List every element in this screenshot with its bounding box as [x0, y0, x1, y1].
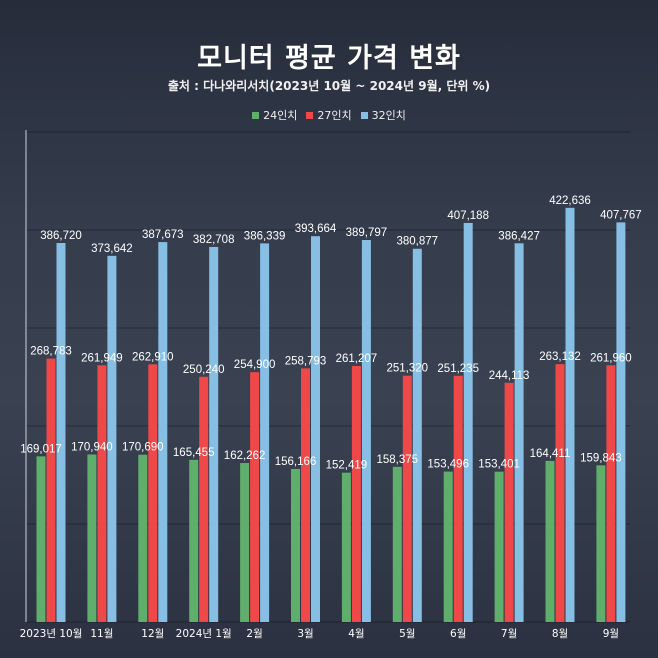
bar-24인치-10[interactable] [545, 460, 555, 622]
x-tick-label: 8월 [552, 628, 568, 640]
data-label: 158,375 [377, 454, 419, 466]
bar-27인치-5[interactable] [301, 368, 310, 622]
bar-24인치-0[interactable] [36, 456, 46, 622]
bar-24인치-1[interactable] [87, 454, 97, 622]
data-label: 165,455 [173, 447, 215, 459]
legend-swatch-24 [252, 111, 260, 119]
data-label: 422,636 [549, 195, 591, 207]
data-label: 386,339 [244, 230, 286, 242]
bar-27인치-4[interactable] [250, 372, 260, 622]
data-label: 156,166 [275, 456, 317, 468]
data-label: 387,673 [142, 229, 184, 241]
data-label: 268,783 [30, 346, 72, 358]
x-tick-label: 3월 [297, 628, 313, 640]
bar-27인치-6[interactable] [351, 366, 361, 622]
data-label: 373,642 [91, 243, 133, 255]
data-label: 251,235 [437, 363, 479, 375]
data-label: 170,690 [122, 442, 164, 454]
bar-24인치-4[interactable] [240, 462, 250, 622]
data-label: 250,240 [183, 364, 225, 376]
data-label: 258,793 [285, 355, 327, 367]
data-label: 169,017 [20, 443, 62, 455]
data-label: 407,188 [447, 210, 489, 222]
bar-32인치-2[interactable] [158, 242, 168, 623]
bar-32인치-4[interactable] [260, 243, 270, 622]
data-label: 159,843 [580, 452, 622, 464]
data-label: 244,113 [489, 370, 530, 382]
x-tick-label: 4월 [348, 628, 364, 640]
bar-32인치-0[interactable] [56, 243, 66, 622]
x-tick-label: 2024년 1월 [176, 628, 232, 640]
legend-item-32[interactable]: 32인치 [360, 107, 406, 123]
data-label: 263,132 [539, 351, 581, 363]
data-label: 389,797 [346, 227, 388, 239]
bar-24인치-3[interactable] [189, 459, 199, 622]
bar-27인치-1[interactable] [97, 365, 107, 622]
data-label: 386,427 [498, 230, 540, 242]
x-tick-label: 2023년 10월 [20, 628, 83, 640]
data-label: 262,910 [132, 351, 174, 363]
x-tick-label: 5월 [399, 628, 415, 640]
bar-27인치-8[interactable] [453, 375, 463, 622]
bar-24인치-7[interactable] [392, 466, 402, 622]
data-label: 380,877 [397, 236, 439, 248]
bar-32인치-6[interactable] [361, 239, 371, 622]
legend: 24인치 27인치 32인치 [0, 107, 658, 123]
bar-24인치-6[interactable] [341, 472, 351, 622]
legend-swatch-27 [306, 111, 314, 119]
bar-27인치-11[interactable] [606, 365, 616, 622]
bar-24인치-9[interactable] [494, 471, 504, 622]
data-label: 152,419 [326, 460, 368, 472]
x-tick-label: 6월 [450, 628, 466, 640]
data-label: 162,262 [224, 450, 266, 462]
bar-27인치-9[interactable] [504, 382, 514, 622]
data-label: 407,767 [600, 209, 642, 221]
legend-item-24[interactable]: 24인치 [252, 107, 297, 123]
bar-24인치-5[interactable] [291, 468, 300, 622]
data-label: 261,960 [590, 352, 632, 364]
bar-27인치-0[interactable] [46, 358, 56, 622]
x-tick-label: 9월 [603, 628, 619, 640]
data-label: 254,900 [234, 359, 276, 371]
bar-32인치-9[interactable] [514, 243, 524, 622]
x-tick-label: 11월 [90, 628, 113, 640]
data-label: 261,949 [81, 352, 123, 364]
bar-32인치-11[interactable] [616, 222, 626, 622]
bar-27인치-3[interactable] [199, 376, 209, 622]
bar-24인치-8[interactable] [443, 471, 453, 622]
legend-label-27: 27인치 [317, 109, 352, 122]
x-tick-label: 2월 [246, 628, 262, 640]
data-label: 153,401 [478, 459, 520, 471]
bar-24인치-11[interactable] [596, 465, 606, 622]
data-label: 382,708 [193, 234, 235, 246]
legend-label-32: 32인치 [371, 109, 406, 122]
bar-32인치-7[interactable] [412, 248, 422, 622]
bar-27인치-2[interactable] [148, 364, 158, 622]
data-label: 164,411 [530, 448, 571, 460]
bar-27인치-10[interactable] [555, 364, 565, 622]
x-tick-label: 7월 [501, 628, 517, 640]
legend-swatch-32 [360, 111, 368, 119]
data-label: 153,496 [427, 459, 469, 471]
x-tick-label: 12월 [141, 628, 164, 640]
chart-title: 모니터 평균 가격 변화 [197, 43, 461, 74]
chart-subtitle: 출처 : 다나와리서치(2023년 10월 ~ 2024년 9월, 단위 %) [167, 79, 491, 93]
data-label: 386,720 [40, 230, 82, 242]
bar-27인치-7[interactable] [402, 375, 412, 622]
bar-32인치-1[interactable] [107, 255, 117, 622]
data-label: 251,320 [387, 363, 429, 375]
bar-32인치-8[interactable] [463, 222, 473, 623]
data-label: 170,940 [71, 441, 113, 453]
data-label: 393,664 [295, 223, 337, 235]
legend-label-24: 24인치 [263, 109, 298, 122]
bar-32인치-5[interactable] [311, 236, 320, 622]
bar-24인치-2[interactable] [138, 454, 148, 622]
legend-item-27[interactable]: 27인치 [306, 107, 352, 123]
bar-32인치-10[interactable] [565, 207, 575, 623]
bar-32인치-3[interactable] [209, 246, 219, 622]
data-label: 261,207 [336, 353, 378, 365]
